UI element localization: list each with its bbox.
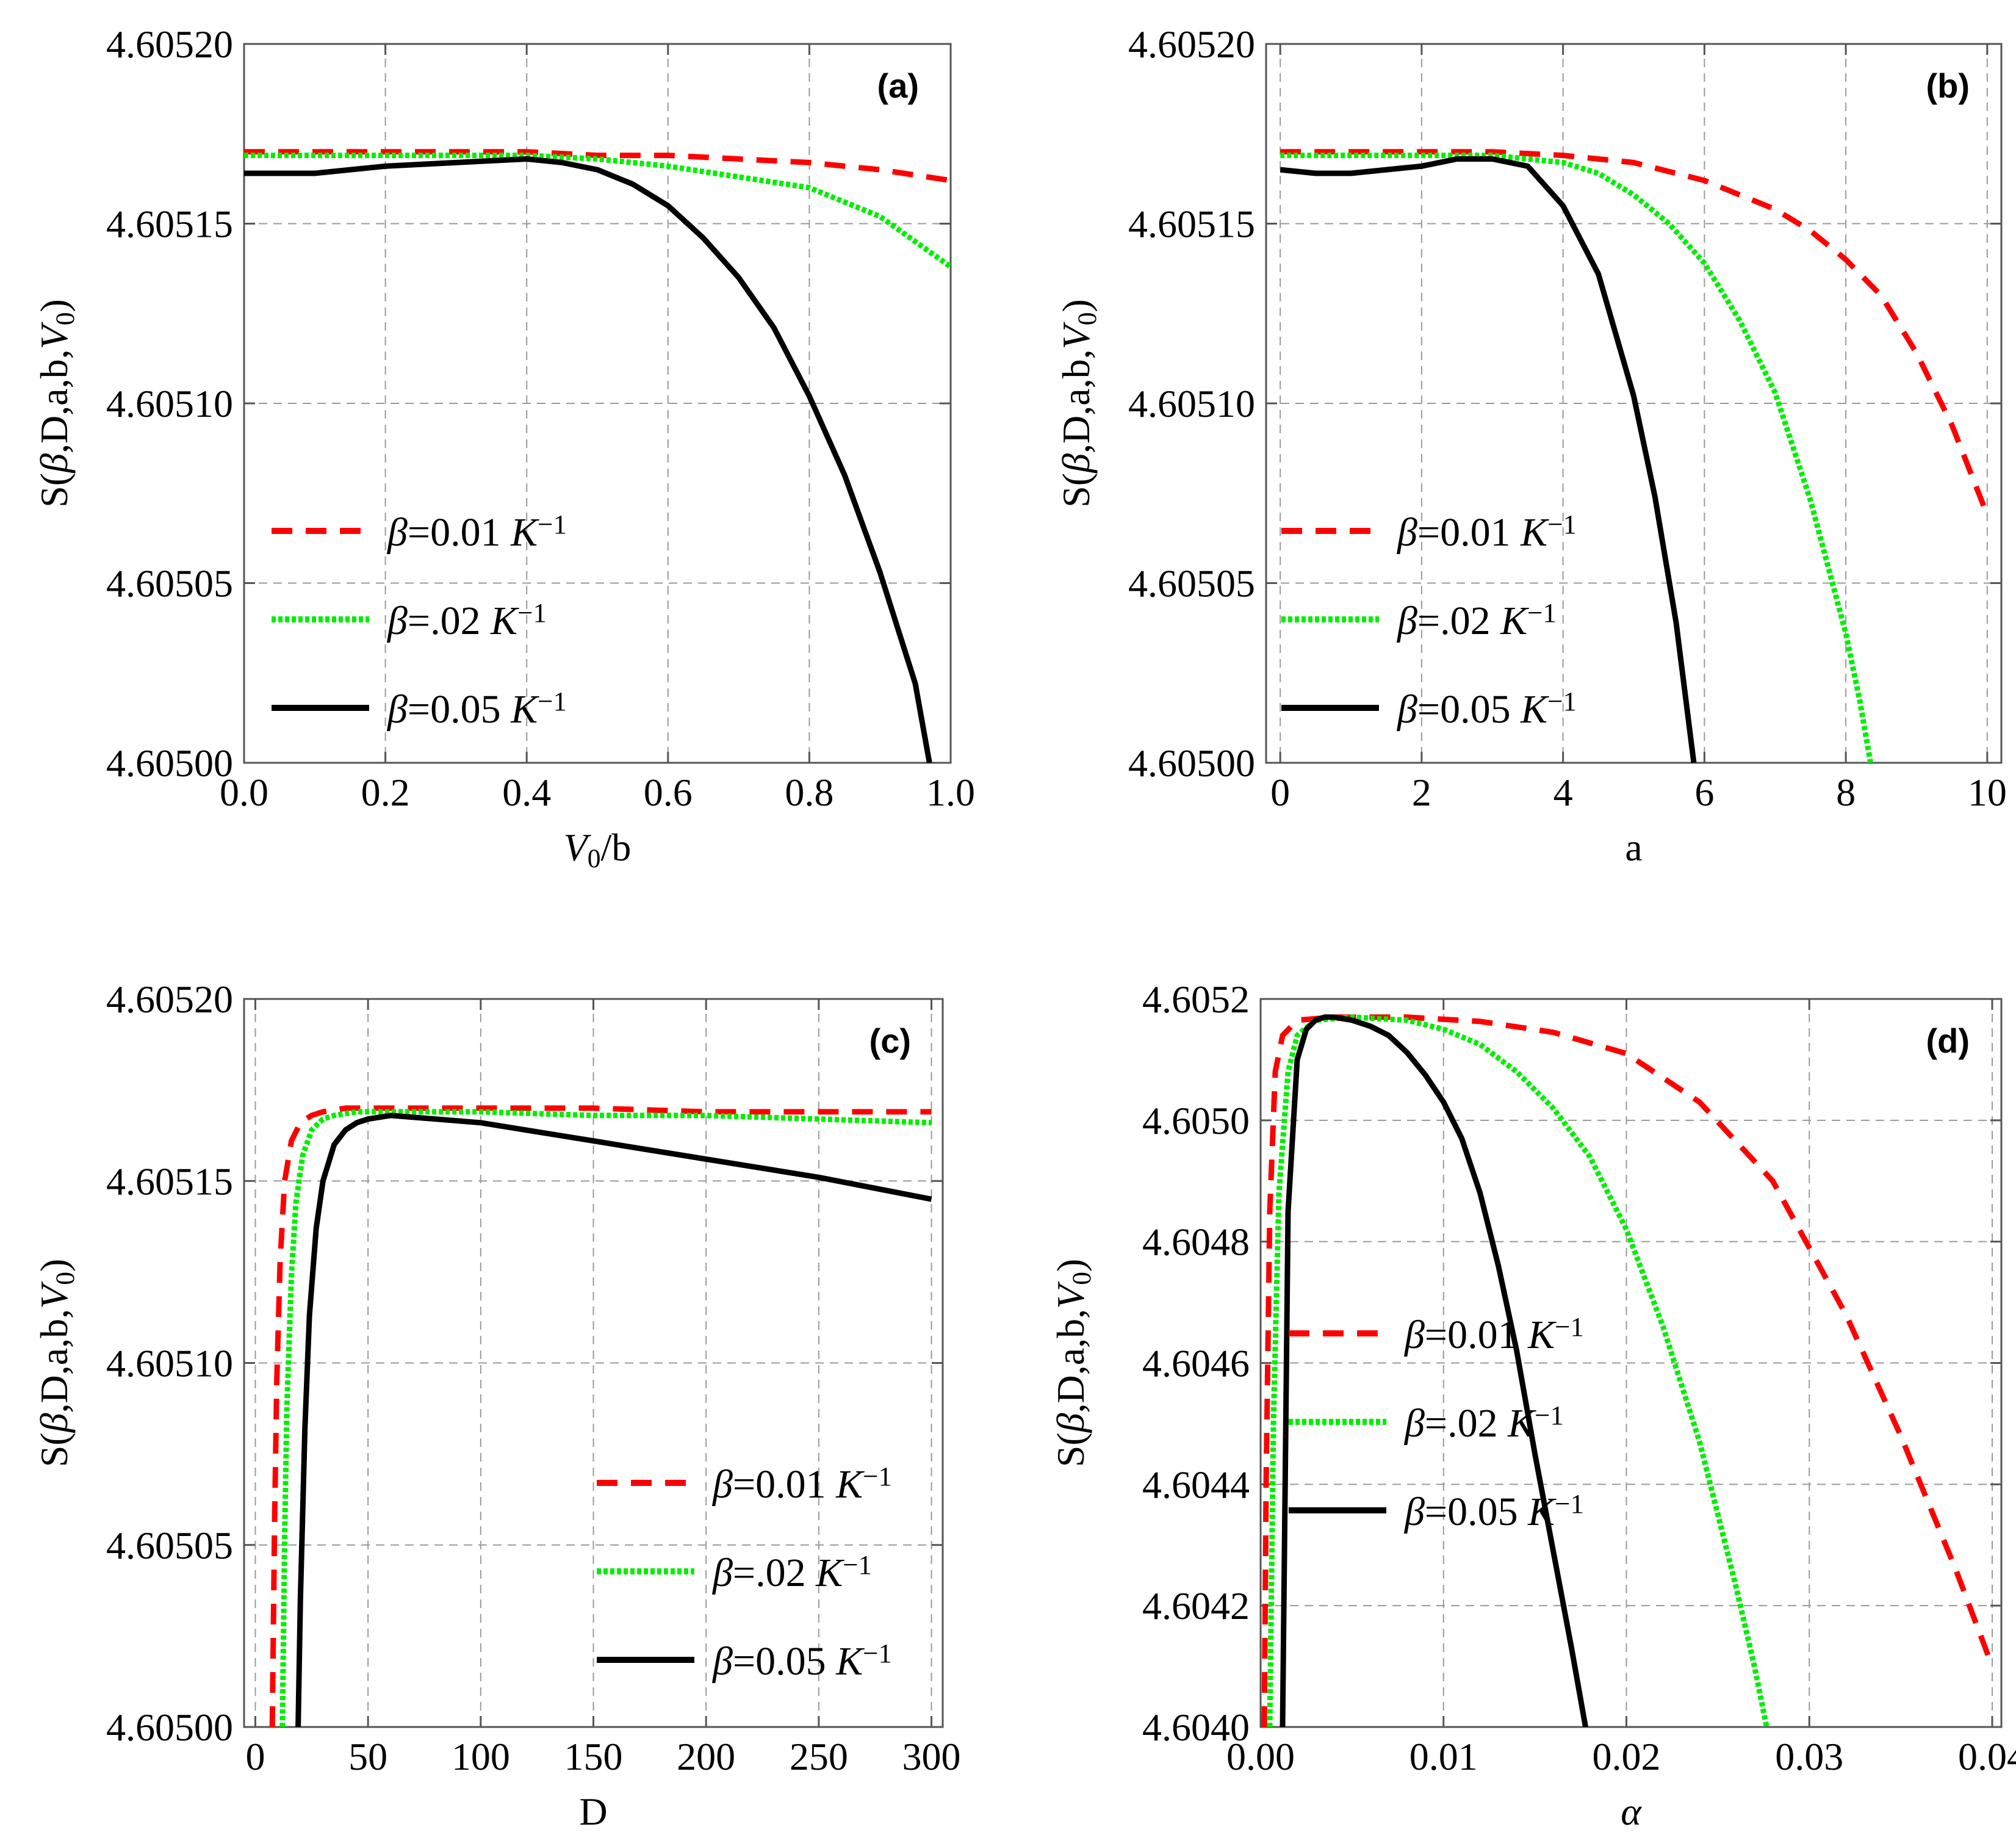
series-line-3 (1280, 1014, 1589, 1727)
panel-label: (b) (1926, 67, 1970, 105)
legend-label-3: β=0.05 K−1 (1396, 686, 1577, 732)
y-tick-label: 4.6040 (1142, 1706, 1250, 1749)
y-tick-label: 4.60520 (1128, 23, 1255, 66)
series-line-2 (279, 1109, 932, 1727)
x-tick-label: 1.0 (926, 771, 975, 814)
x-tick-label: 0 (245, 1735, 265, 1778)
series-line-3 (295, 1112, 932, 1727)
x-tick-label: 150 (564, 1735, 623, 1778)
series-line-2 (1267, 1014, 1769, 1727)
x-tick-label: 0.01 (1409, 1735, 1478, 1778)
y-tick-label: 4.6046 (1142, 1342, 1250, 1385)
x-tick-label: 0.04 (1958, 1735, 2016, 1778)
x-tick-label: 6 (1694, 771, 1714, 814)
chart-panel-a: 0.0 0.2 0.4 0.6 0.8 1.0 4.60500 4.60505 4.60510 4… (32, 23, 975, 873)
x-tick-label: 100 (452, 1735, 510, 1778)
series-line-2 (244, 153, 951, 269)
y-tick-label: 4.6050 (1142, 1099, 1250, 1142)
panel-label: (d) (1926, 1022, 1970, 1060)
legend-label-3: β=0.05 K−1 (711, 1638, 892, 1684)
y-tick-label: 4.60515 (106, 203, 233, 246)
y-axis-label: S(β,D,a,b,V0​) (32, 1259, 80, 1468)
y-tick-label: 4.6042 (1142, 1584, 1250, 1628)
x-axis-label: V0​/b (564, 826, 632, 873)
y-tick-label: 4.60505 (1128, 562, 1255, 605)
chart-panel-d: 0.00 0.01 0.02 0.03 0.04 4.6040 4.6042 4.6044 4.… (1049, 978, 2016, 1833)
panel-label: (a) (877, 67, 919, 105)
series-line-1 (1280, 149, 1990, 516)
legend: β=0.01 K−1 β=.02 K−1 β=0.05 K−1 (1281, 509, 1577, 732)
chart-panel-c: 0 50 100 150 200 250 300 4.60500 4.60505 4.60510 4… (32, 978, 961, 1833)
y-tick-label: 4.60500 (1128, 741, 1255, 785)
legend: β=0.01 K−1 β=.02 K−1 β=0.05 K−1 (272, 509, 567, 732)
x-tick-label: 0.2 (361, 771, 410, 814)
x-tick-label: 0.03 (1775, 1735, 1843, 1778)
legend-label-1: β=0.01 K−1 (386, 509, 567, 555)
y-axis-label: S(β,D,a,b,V0​) (1054, 299, 1102, 508)
y-tick-label: 4.60500 (106, 1706, 233, 1749)
legend-label-1: β=0.01 K−1 (1396, 509, 1577, 555)
series-line-3 (244, 156, 932, 763)
legend-label-3: β=0.05 K−1 (1403, 1488, 1584, 1534)
y-axis-label: S(β,D,a,b,V0​) (32, 299, 80, 508)
series-line-3 (1280, 156, 1697, 763)
y-tick-label: 4.6048 (1142, 1220, 1250, 1264)
series-line-2 (1280, 153, 1874, 763)
x-tick-label: 0.02 (1593, 1735, 1661, 1778)
legend-label-3: β=0.05 K−1 (386, 686, 567, 732)
x-tick-label: 0.8 (785, 771, 833, 814)
legend-label-1: β=0.01 K−1 (711, 1461, 892, 1507)
x-tick-label: 2 (1412, 771, 1431, 814)
x-tick-label: 10 (1968, 771, 2007, 814)
y-tick-label: 4.60510 (106, 382, 233, 425)
legend: β=0.01 K−1 β=.02 K−1 β=0.05 K−1 (1289, 1311, 1584, 1534)
x-tick-label: 200 (677, 1735, 735, 1778)
y-tick-label: 4.60500 (106, 741, 233, 785)
series-line-1 (1261, 1014, 1995, 1727)
x-axis-label: a (1625, 826, 1642, 869)
x-tick-label: 300 (902, 1735, 961, 1778)
legend-label-2: β=.02 K−1 (1396, 597, 1557, 643)
series-line-1 (269, 1105, 932, 1727)
legend-label-2: β=.02 K−1 (386, 597, 547, 643)
legend-label-2: β=.02 K−1 (1403, 1400, 1564, 1446)
x-tick-label: 50 (348, 1735, 387, 1778)
y-tick-label: 4.60520 (106, 978, 233, 1021)
legend-label-1: β=0.01 K−1 (1403, 1311, 1584, 1357)
x-tick-label: 250 (790, 1735, 848, 1778)
chart-panel-b: 0 2 4 6 8 10 4.60500 4.60505 4.60510 4.60515 4.605… (1054, 23, 2007, 869)
y-tick-label: 4.60505 (106, 562, 233, 605)
x-tick-label: 0 (1270, 771, 1290, 814)
y-tick-label: 4.60515 (106, 1159, 233, 1203)
x-tick-label: 8 (1836, 771, 1856, 814)
legend-label-2: β=.02 K−1 (711, 1549, 872, 1595)
x-tick-label: 0.00 (1226, 1735, 1295, 1778)
x-tick-label: 0.4 (502, 771, 551, 814)
y-axis-label: S(β,D,a,b,V0​) (1049, 1259, 1096, 1468)
y-tick-label: 4.60515 (1128, 203, 1255, 246)
panel-label: (c) (869, 1022, 911, 1060)
legend: β=0.01 K−1 β=.02 K−1 β=0.05 K−1 (597, 1461, 892, 1684)
y-tick-label: 4.60510 (106, 1342, 233, 1385)
y-tick-label: 4.6052 (1142, 978, 1250, 1021)
y-tick-label: 4.60505 (106, 1524, 233, 1567)
x-axis-label: D (579, 1790, 607, 1833)
x-tick-label: 0.0 (220, 771, 268, 814)
y-tick-label: 4.60510 (1128, 382, 1255, 425)
y-tick-label: 4.60520 (106, 23, 233, 66)
x-axis-label: α (1621, 1790, 1642, 1833)
x-tick-label: 0.6 (644, 771, 693, 814)
x-tick-label: 4 (1553, 771, 1573, 814)
y-tick-label: 4.6044 (1142, 1463, 1250, 1506)
series-line-1 (244, 149, 951, 184)
